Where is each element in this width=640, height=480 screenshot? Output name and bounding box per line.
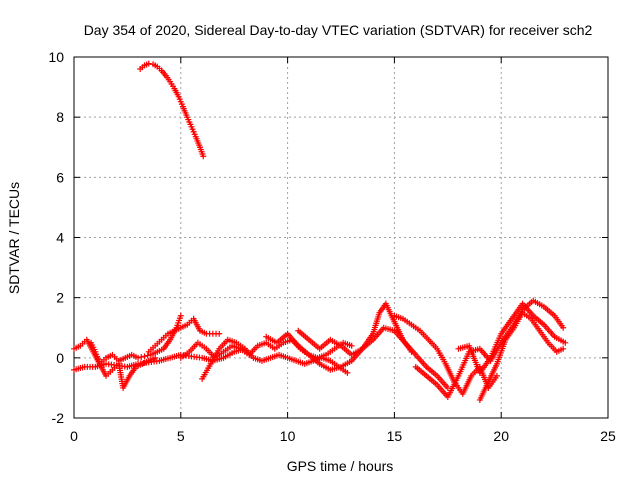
data-point xyxy=(177,312,184,319)
x-tick-label: 20 xyxy=(493,428,509,444)
series-track-4 xyxy=(145,315,223,355)
y-tick-label: -2 xyxy=(52,410,65,426)
data-point xyxy=(138,354,145,361)
y-tick-label: 4 xyxy=(56,230,64,246)
data-point xyxy=(344,369,351,376)
data-point xyxy=(493,372,500,379)
data-point xyxy=(135,354,142,361)
x-tick-label: 5 xyxy=(177,428,185,444)
data-points xyxy=(71,60,569,403)
data-point xyxy=(141,353,148,360)
axis-ticks: 0 5 10 15 20 25 -2 0 2 4 6 8 10 xyxy=(48,49,616,444)
data-point xyxy=(200,153,207,160)
series-track-8 xyxy=(295,324,451,391)
x-axis-label: GPS time / hours xyxy=(287,458,394,474)
data-point xyxy=(144,352,151,359)
series-track-3 xyxy=(88,339,159,391)
grid-lines xyxy=(74,57,608,418)
y-tick-label: 8 xyxy=(56,109,64,125)
y-tick-label: 10 xyxy=(48,49,64,65)
data-point xyxy=(444,384,451,391)
data-point xyxy=(562,339,569,346)
y-tick-label: 6 xyxy=(56,169,64,185)
x-tick-label: 10 xyxy=(280,428,296,444)
y-axis-label: SDTVAR / TECUs xyxy=(6,182,22,294)
y-tick-label: 0 xyxy=(56,350,64,366)
data-point xyxy=(216,330,223,337)
series-track-7 xyxy=(263,300,415,373)
series-track-1 xyxy=(71,312,184,367)
y-tick-label: 2 xyxy=(56,290,64,306)
data-point xyxy=(560,345,567,352)
series-track-11 xyxy=(455,300,569,376)
series-track-12 xyxy=(476,309,567,403)
x-tick-label: 25 xyxy=(600,428,616,444)
data-point xyxy=(145,60,152,67)
data-point xyxy=(560,324,567,331)
data-point xyxy=(152,354,159,361)
series-high-arc xyxy=(137,60,207,160)
data-point xyxy=(348,342,355,349)
x-tick-label: 0 xyxy=(70,428,78,444)
x-tick-label: 15 xyxy=(387,428,403,444)
chart-title: Day 354 of 2020, Sidereal Day-to-day VTE… xyxy=(84,22,593,38)
